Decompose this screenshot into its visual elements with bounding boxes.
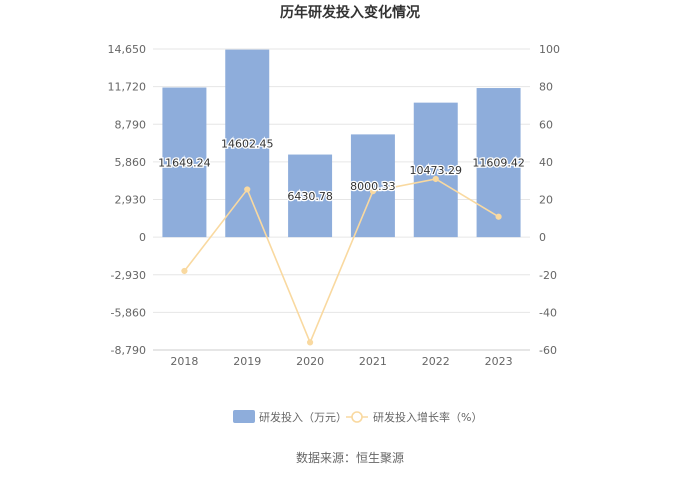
left-tick-label: 2,930 bbox=[115, 194, 147, 207]
bar-value-label: 8000.33 bbox=[350, 180, 396, 193]
x-tick-label: 2023 bbox=[485, 355, 513, 368]
left-tick-label: -5,860 bbox=[111, 306, 146, 319]
grid-lines bbox=[153, 48, 530, 351]
right-tick-label: -60 bbox=[539, 344, 557, 357]
right-tick-label: -40 bbox=[539, 306, 557, 319]
legend-line-label: 研发投入增长率（%） bbox=[373, 410, 482, 424]
bar-value-label: 11649.24 bbox=[158, 156, 211, 169]
x-tick-label: 2020 bbox=[296, 355, 324, 368]
source-note: 数据来源：恒生聚源 bbox=[296, 450, 404, 465]
left-tick-label: 8,790 bbox=[115, 118, 147, 131]
left-tick-label: 0 bbox=[139, 231, 146, 244]
growth-point bbox=[369, 188, 377, 195]
growth-line bbox=[183, 178, 499, 345]
bar-value-label: 14602.45 bbox=[221, 137, 274, 150]
left-tick-label: -2,930 bbox=[111, 269, 146, 282]
x-tick-label: 2022 bbox=[422, 355, 450, 368]
right-tick-label: 0 bbox=[539, 231, 546, 244]
left-tick-label: 14,650 bbox=[108, 43, 147, 56]
left-tick-label: 5,860 bbox=[115, 156, 147, 169]
bar bbox=[225, 49, 270, 238]
growth-point bbox=[181, 267, 188, 275]
x-tick-label: 2018 bbox=[170, 355, 198, 368]
left-y-axis: 14,650 11,720 8,790 5,860 2,930 0 -2,930 -5,860… bbox=[108, 43, 147, 357]
bar bbox=[476, 88, 521, 238]
bar-value-label: 10473.29 bbox=[410, 164, 463, 177]
left-tick-label: -8,790 bbox=[111, 344, 146, 357]
right-tick-label: 60 bbox=[539, 118, 553, 131]
x-axis: 2018 2019 2020 2021 2022 2023 bbox=[153, 349, 530, 368]
legend-bar-swatch bbox=[233, 410, 255, 423]
x-tick-label: 2019 bbox=[233, 355, 261, 368]
bar bbox=[288, 154, 333, 238]
right-tick-label: -20 bbox=[539, 269, 557, 282]
left-tick-label: 11,720 bbox=[108, 81, 147, 94]
right-tick-label: 20 bbox=[539, 194, 553, 207]
bar-value-labels: 11649.24 14602.45 6430.78 8000.33 10473.29 11… bbox=[157, 136, 526, 204]
bar bbox=[162, 87, 207, 238]
bar bbox=[350, 134, 395, 238]
bar bbox=[413, 102, 458, 238]
right-tick-label: 100 bbox=[539, 43, 560, 56]
bar-value-label: 6430.78 bbox=[287, 190, 333, 203]
bar-series bbox=[162, 49, 521, 238]
right-tick-label: 40 bbox=[539, 156, 553, 169]
legend-line-marker bbox=[351, 411, 363, 423]
x-tick-label: 2021 bbox=[359, 355, 387, 368]
growth-point bbox=[306, 339, 314, 346]
right-y-axis: 100 80 60 40 20 0 -20 -40 -60 bbox=[539, 43, 560, 357]
chart-title: 历年研发投入变化情况 bbox=[280, 4, 420, 21]
right-tick-label: 80 bbox=[539, 81, 553, 94]
growth-point bbox=[244, 186, 251, 193]
line-series bbox=[181, 175, 502, 346]
growth-point bbox=[495, 213, 502, 220]
legend-bar-label: 研发投入（万元） bbox=[259, 410, 347, 424]
growth-point bbox=[432, 175, 439, 183]
bar-value-label: 11609.42 bbox=[472, 157, 525, 170]
legend: 研发投入（万元） 研发投入增长率（%） bbox=[233, 410, 482, 424]
